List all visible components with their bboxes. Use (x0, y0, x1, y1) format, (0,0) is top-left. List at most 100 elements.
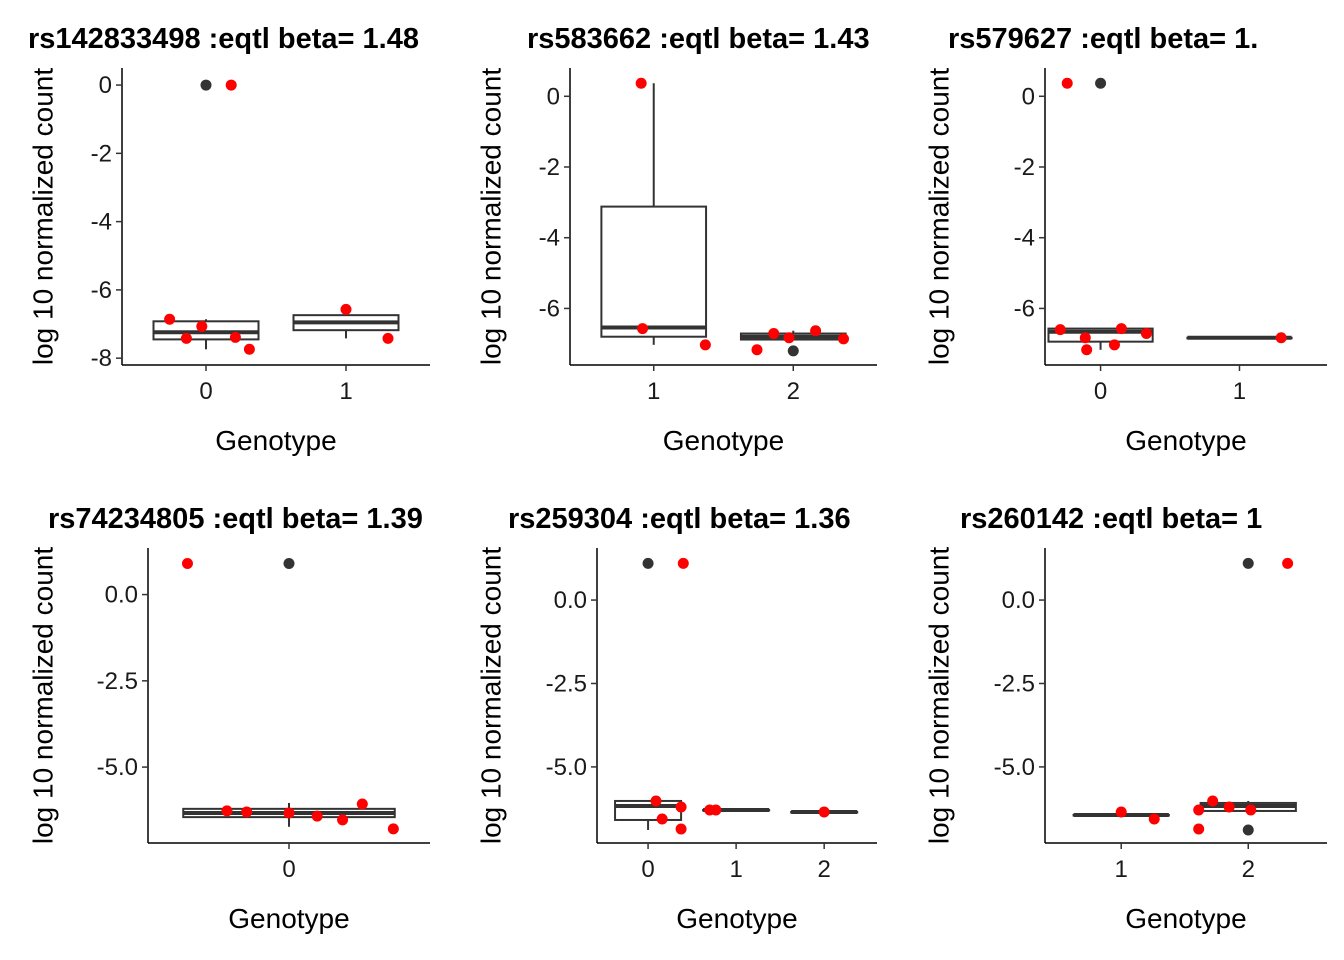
point (311, 810, 323, 822)
point (751, 344, 763, 356)
y-tick-label: -5.0 (546, 754, 587, 781)
y-tick-label: -6 (1014, 295, 1035, 322)
panel: 0 -2 -4 -6 0 1 Genotype log 10 normalized count… (923, 23, 1327, 456)
x-tick-label: 2 (817, 856, 830, 883)
y-tick-label: -4 (91, 209, 112, 236)
y-tick-label: -4 (539, 225, 560, 252)
point (699, 339, 711, 351)
x-tick-label: 1 (339, 378, 352, 405)
point (637, 323, 649, 335)
point (810, 325, 822, 337)
point (387, 823, 399, 835)
y-tick-label: 0 (1022, 83, 1035, 110)
outlier (283, 558, 295, 570)
point (1108, 339, 1120, 351)
x-tick-label: 0 (641, 856, 654, 883)
point (337, 814, 349, 826)
x-tick-label: 1 (647, 378, 660, 405)
point (635, 77, 647, 89)
outlier (1242, 557, 1254, 569)
point (221, 805, 233, 817)
panel-title: rs583662 :eqtl beta= 1.43 (527, 23, 870, 55)
point (838, 333, 850, 345)
y-tick-label: -2 (91, 140, 112, 167)
point (1193, 823, 1205, 835)
y-axis-title: log 10 normalized count (923, 547, 954, 845)
point (229, 331, 241, 343)
outlier (1242, 824, 1254, 836)
y-tick-label: -4 (1014, 225, 1035, 252)
point (164, 313, 176, 325)
x-axis-title: Genotype (228, 903, 349, 934)
x-axis-title: Genotype (663, 425, 784, 456)
point (1079, 332, 1091, 344)
x-axis-title: Genotype (1125, 903, 1246, 934)
x-tick-label: 0 (199, 378, 212, 405)
y-axis-title: log 10 normalized count (27, 68, 58, 366)
point (1207, 795, 1219, 807)
y-axis-title: log 10 normalized count (475, 68, 506, 366)
point (283, 807, 295, 819)
point (1223, 801, 1235, 813)
point (1061, 77, 1073, 89)
point (1115, 806, 1127, 818)
point (225, 79, 237, 91)
y-axis-title: log 10 normalized count (475, 547, 506, 845)
point (768, 328, 780, 340)
point (1115, 323, 1127, 335)
outlier (200, 79, 212, 91)
x-tick-label: 1 (1233, 378, 1246, 405)
y-tick-label: 0.0 (1002, 587, 1035, 614)
outlier (787, 345, 799, 357)
outlier (642, 557, 654, 569)
point (650, 795, 662, 807)
point (1148, 813, 1160, 825)
panel: 0.0 -2.5 -5.0 0 Genotype log 10 normalized co… (27, 503, 430, 934)
y-tick-label: -2 (1014, 154, 1035, 181)
panel-title: rs259304 :eqtl beta= 1.36 (508, 503, 851, 535)
x-axis-title: Genotype (1125, 425, 1246, 456)
x-tick-label: 0 (282, 856, 295, 883)
point (1081, 344, 1093, 356)
point (243, 343, 255, 355)
point (180, 332, 192, 344)
y-tick-label: -5.0 (994, 754, 1035, 781)
y-tick-label: -5.0 (97, 754, 138, 781)
panel-title: rs579627 :eqtl beta= 1. (948, 23, 1258, 55)
point (1140, 328, 1152, 340)
y-tick-label: -6 (91, 277, 112, 304)
y-tick-label: -6 (539, 295, 560, 322)
point (1054, 324, 1066, 336)
point (382, 332, 394, 344)
y-tick-label: -8 (91, 345, 112, 372)
box (600, 205, 708, 338)
panel-title: rs142833498 :eqtl beta= 1.48 (28, 23, 419, 55)
outlier (1095, 77, 1107, 89)
y-tick-label: 0 (99, 72, 112, 99)
point (783, 332, 795, 344)
x-tick-label: 1 (729, 856, 742, 883)
panel: 0.0 -2.5 -5.0 1 2 Genotype log 10 normalized c… (923, 503, 1327, 934)
point (675, 823, 687, 835)
y-tick-label: -2.5 (994, 670, 1035, 697)
y-axis-title: log 10 normalized count (923, 68, 954, 366)
point (340, 303, 352, 315)
y-tick-label: 0 (547, 83, 560, 110)
x-tick-label: 2 (1242, 856, 1255, 883)
y-tick-label: -2 (539, 154, 560, 181)
y-tick-label: -2.5 (97, 668, 138, 695)
point (196, 320, 208, 332)
panel-title: rs260142 :eqtl beta= 1 (960, 503, 1262, 535)
x-tick-label: 1 (1115, 856, 1128, 883)
panel: 0.0 -2.5 -5.0 0 1 2 Genotype log 10 normalized … (475, 503, 877, 934)
point (1245, 804, 1257, 816)
point (677, 557, 689, 569)
x-axis-title: Genotype (215, 425, 336, 456)
x-axis-title: Genotype (676, 903, 797, 934)
x-tick-label: 2 (787, 378, 800, 405)
x-tick-label: 0 (1094, 378, 1107, 405)
box (614, 799, 683, 821)
